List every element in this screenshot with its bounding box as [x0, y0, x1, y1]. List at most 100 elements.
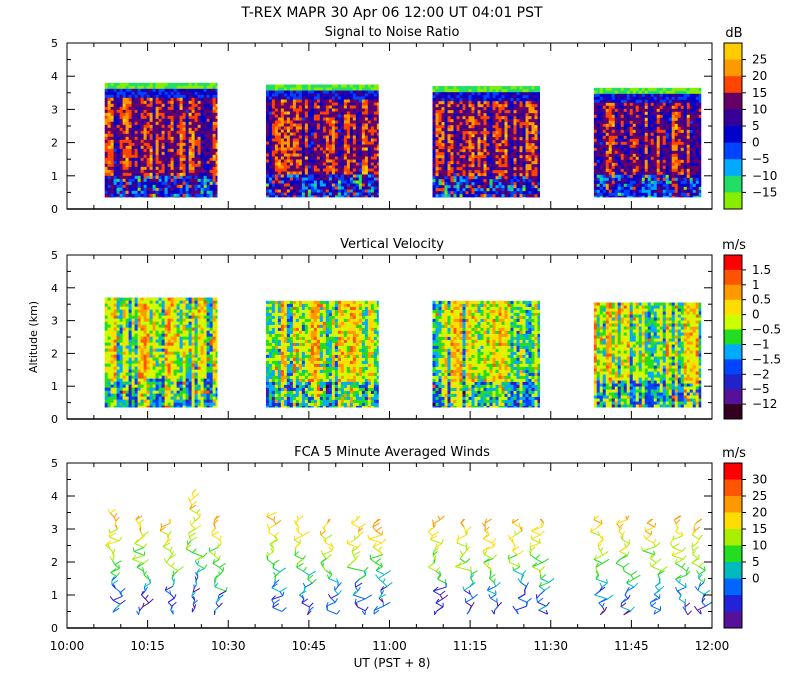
heatmap-cell [361, 96, 366, 101]
heatmap-cell [468, 119, 473, 123]
heatmap-cell [161, 100, 166, 105]
heatmap-cell [334, 111, 339, 116]
heatmap-cell [501, 86, 506, 90]
heatmap-cell [280, 108, 285, 113]
heatmap-cell [486, 155, 491, 159]
heatmap-cell [596, 120, 601, 125]
heatmap-cell [465, 89, 470, 93]
heatmap-cell [444, 158, 449, 162]
heatmap-cell [325, 111, 330, 116]
heatmap-cell [334, 135, 339, 140]
heatmap-cell [620, 129, 625, 134]
heatmap-cell [492, 173, 497, 177]
heatmap-cell [134, 109, 139, 114]
heatmap-cell [602, 99, 607, 104]
heatmap-cell [128, 190, 133, 195]
heatmap-cell [626, 183, 631, 188]
heatmap-cell [286, 111, 291, 116]
heatmap-cell [620, 147, 625, 152]
heatmap-cell [462, 197, 467, 198]
heatmap-cell [107, 136, 112, 141]
heatmap-cell [608, 192, 613, 197]
heatmap-cell [614, 186, 619, 191]
heatmap-cell [209, 181, 214, 186]
heatmap-cell [307, 141, 312, 146]
heatmap-cell [620, 159, 625, 164]
heatmap-cell [164, 112, 169, 117]
heatmap-cell [182, 112, 187, 117]
heatmap-cell [361, 120, 366, 125]
heatmap-cell [143, 136, 148, 141]
heatmap-cell [459, 179, 464, 183]
heatmap-cell [614, 105, 619, 110]
heatmap-cell [483, 191, 488, 195]
heatmap-cell [301, 111, 306, 116]
heatmap-cell [316, 135, 321, 140]
heatmap-cell [453, 161, 458, 165]
heatmap-cell [206, 172, 211, 177]
heatmap-cell [343, 138, 348, 143]
heatmap-cell [173, 163, 178, 168]
heatmap-cell [459, 95, 464, 99]
heatmap-cell [602, 150, 607, 155]
heatmap-cell [146, 94, 151, 99]
heatmap-cell [122, 121, 127, 126]
heatmap-cell [185, 106, 190, 111]
heatmap-cell [104, 100, 109, 105]
heatmap-cell [286, 162, 291, 167]
heatmap-cell [325, 93, 330, 98]
heatmap-cell [531, 176, 536, 180]
heatmap-cell [275, 79, 279, 83]
heatmap-cell [492, 185, 497, 189]
heatmap-cell [474, 116, 479, 120]
heatmap-cell [468, 82, 473, 84]
heatmap-cell [191, 175, 196, 180]
heatmap-cell [489, 188, 494, 192]
heatmap-cell [185, 166, 190, 171]
heatmap-cell [614, 93, 619, 98]
heatmap-cell [197, 133, 202, 138]
heatmap-cell [516, 158, 521, 162]
heatmap-cell [274, 123, 279, 128]
heatmap-cell [298, 102, 303, 107]
heatmap-cell [593, 174, 598, 179]
heatmap-cell [441, 82, 446, 84]
heatmap-cell [316, 189, 321, 194]
heatmap-cell [620, 102, 625, 107]
heatmap-cell [298, 171, 303, 176]
heatmap-cell [492, 176, 497, 180]
heatmap-cell [149, 127, 154, 132]
heatmap-cell [119, 190, 124, 195]
heatmap-cell [161, 163, 166, 168]
heatmap-cell [599, 186, 604, 191]
heatmap-cell [507, 164, 512, 168]
heatmap-cell [212, 124, 217, 129]
heatmap-cell [149, 100, 154, 105]
heatmap-cell [364, 195, 369, 198]
heatmap-cell [170, 97, 175, 102]
heatmap-cell [125, 97, 130, 102]
heatmap-cell [322, 195, 327, 198]
heatmap-cell [435, 188, 440, 192]
heatmap-cell [456, 146, 461, 150]
heatmap-cell [361, 177, 366, 182]
heatmap-cell [340, 171, 345, 176]
heatmap-cell [337, 147, 342, 152]
heatmap-cell [191, 91, 196, 96]
heatmap-cell [370, 126, 375, 131]
heatmap-cell [128, 187, 133, 192]
heatmap-cell [319, 114, 324, 119]
heatmap-cell [116, 178, 121, 183]
heatmap-cell [495, 128, 500, 132]
heatmap-cell [206, 88, 211, 93]
heatmap-cell [155, 142, 160, 147]
heatmap-cell [185, 142, 190, 147]
heatmap-cell [323, 79, 327, 83]
heatmap-cell [128, 127, 133, 132]
heatmap-cell [331, 189, 336, 194]
heatmap-cell [516, 161, 521, 165]
heatmap-cell [122, 124, 127, 129]
heatmap-cell [489, 164, 494, 168]
heatmap-cell [498, 179, 503, 183]
heatmap-cell [194, 193, 199, 198]
